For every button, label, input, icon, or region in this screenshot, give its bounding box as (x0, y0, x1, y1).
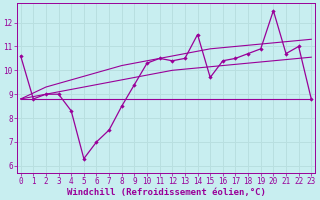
X-axis label: Windchill (Refroidissement éolien,°C): Windchill (Refroidissement éolien,°C) (67, 188, 265, 197)
